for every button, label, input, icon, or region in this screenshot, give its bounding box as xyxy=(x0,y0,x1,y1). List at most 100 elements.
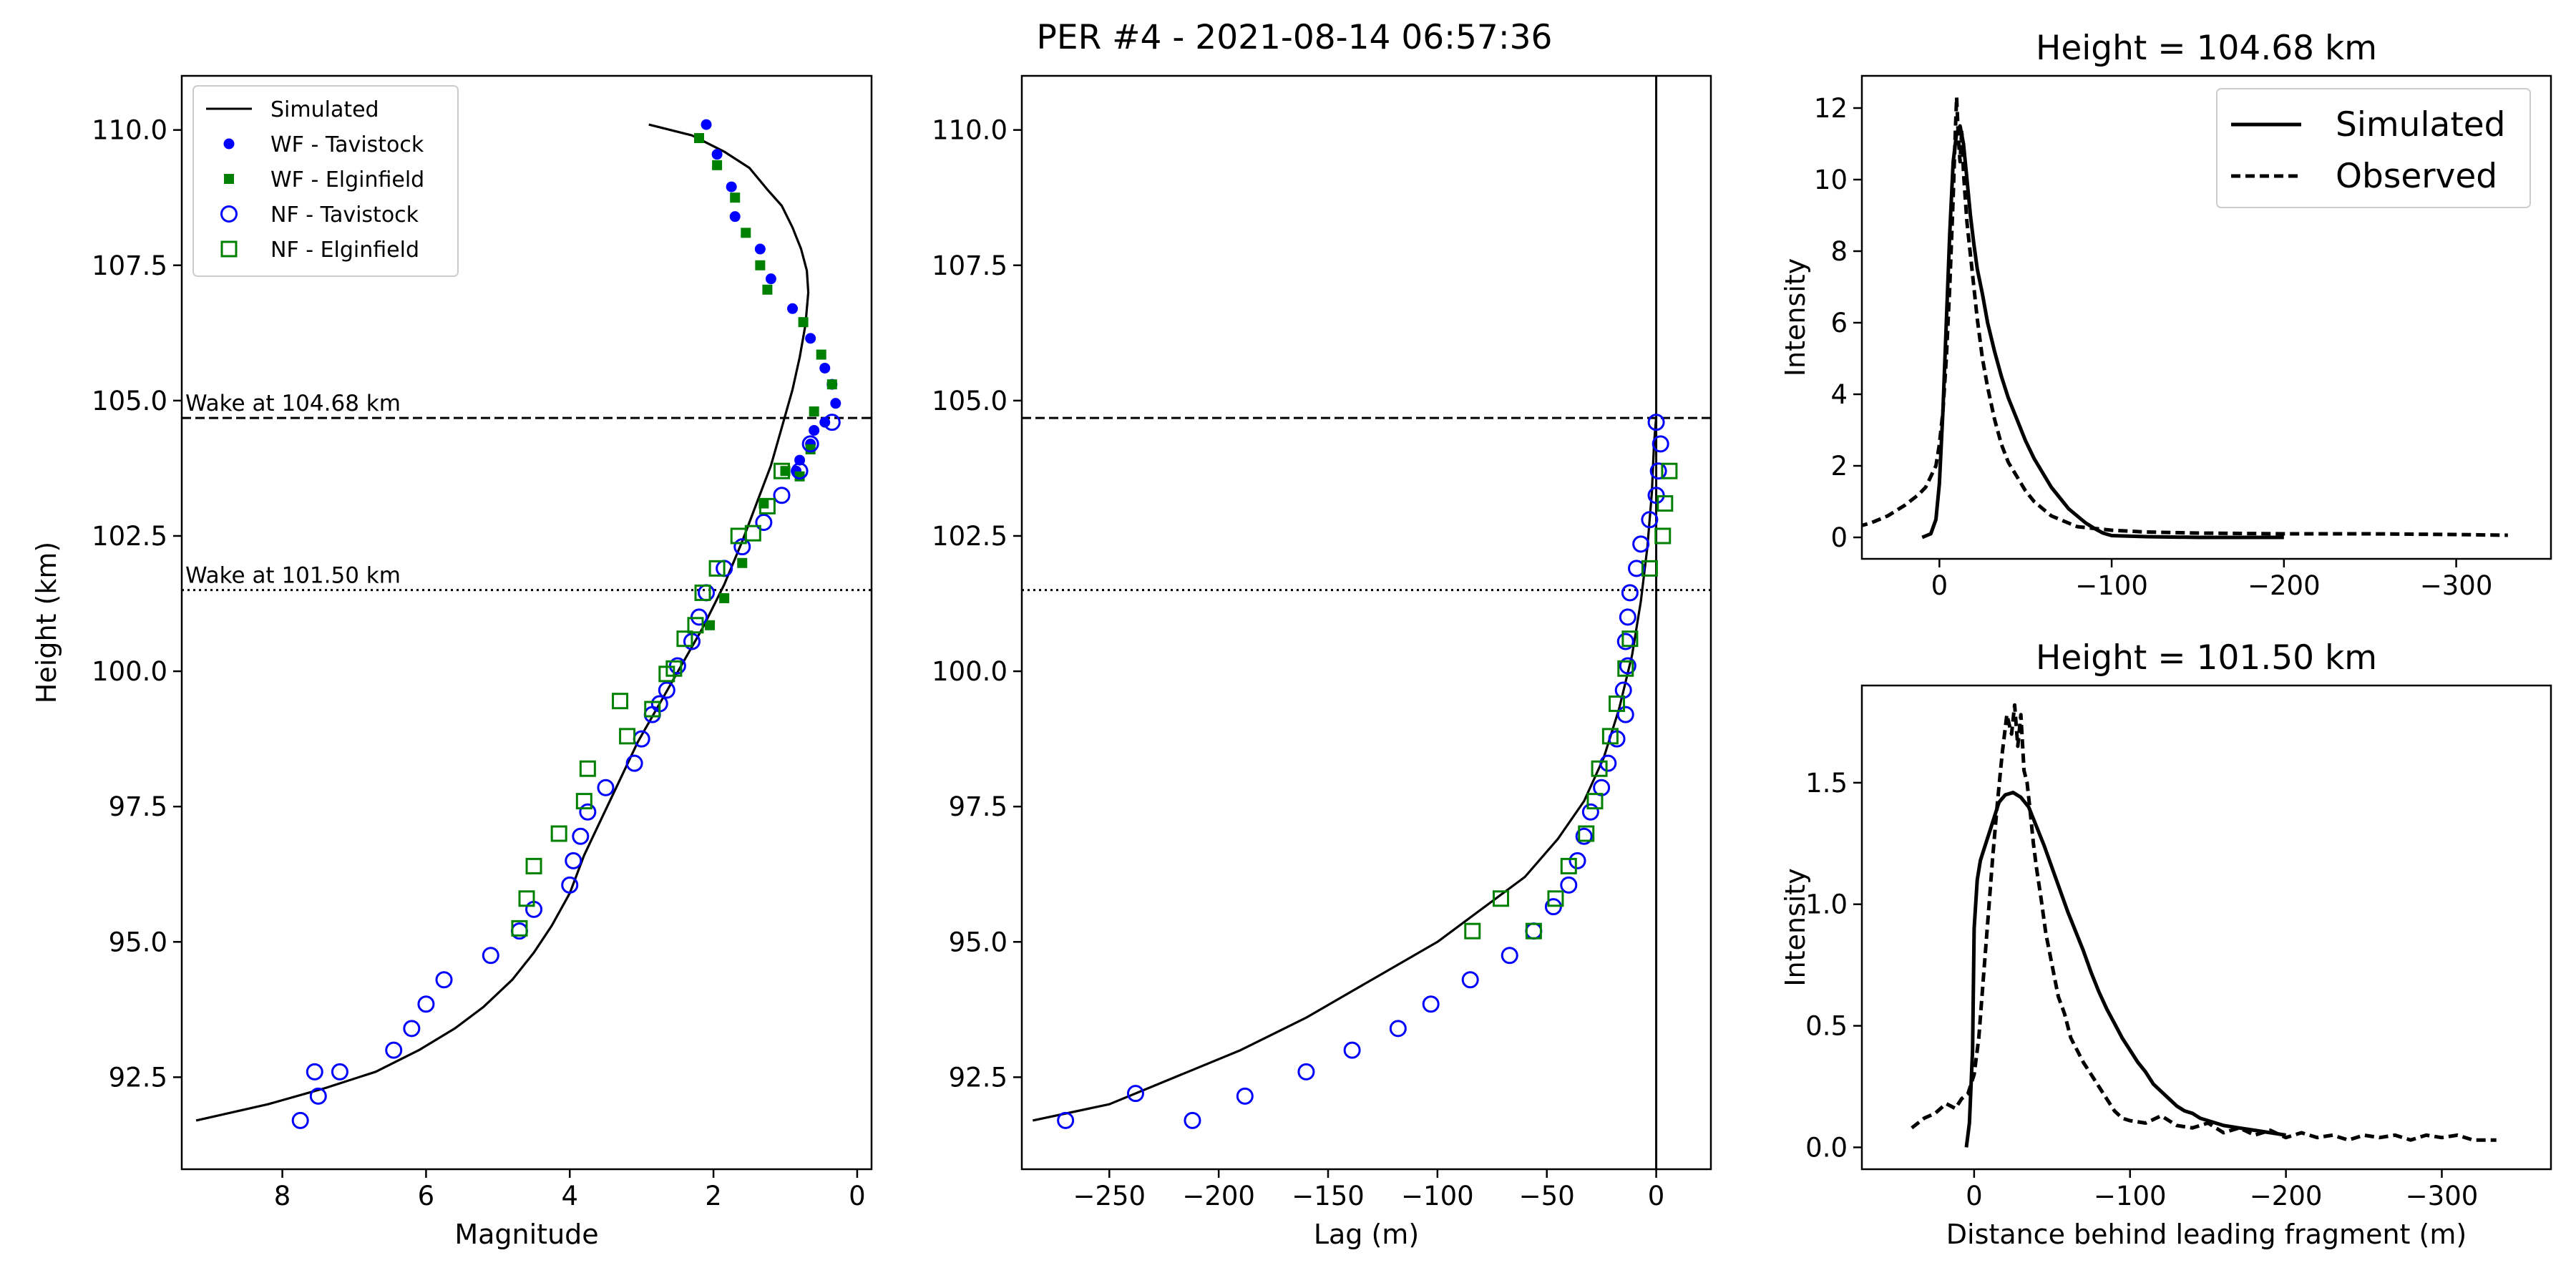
y-tick-label: 107.5 xyxy=(932,250,1008,281)
series-nf-tavistock-point xyxy=(1461,971,1479,989)
legend-label: WF - Tavistock xyxy=(270,132,424,157)
series-wf-elginfield-point xyxy=(826,379,837,390)
x-tick-label: −200 xyxy=(1182,1181,1255,1211)
legend-label: NF - Tavistock xyxy=(270,203,419,228)
y-tick-label: 102.5 xyxy=(92,521,167,552)
series-nf-elginfield-point xyxy=(1654,527,1672,545)
series-wf-elginfield-point xyxy=(694,132,704,143)
x-tick-label: −100 xyxy=(1401,1181,1474,1211)
series-nf-elginfield-point xyxy=(1609,695,1626,712)
x-tick-label: 2 xyxy=(705,1181,722,1211)
series-nf-tavistock-point xyxy=(773,487,791,504)
x-axis-label: Magnitude xyxy=(454,1219,598,1250)
series-nf-tavistock-point xyxy=(1389,1020,1407,1038)
y-axis-label: Intensity xyxy=(1780,258,1811,376)
x-tick-label: −200 xyxy=(2250,1181,2323,1211)
y-tick-label: 97.5 xyxy=(109,791,167,822)
series-simulated-line xyxy=(1964,791,2286,1148)
series-nf-elginfield-point xyxy=(730,527,747,545)
series-nf-tavistock-point xyxy=(1628,560,1646,577)
series-nf-tavistock-point xyxy=(579,803,597,821)
series-nf-tavistock-point xyxy=(597,779,615,796)
axes-frame xyxy=(1020,74,1712,1171)
series-nf-elginfield-point xyxy=(676,630,693,648)
legend-swatch-marker xyxy=(224,174,234,184)
series-nf-elginfield-point xyxy=(1464,922,1481,940)
series-wf-elginfield-point xyxy=(798,317,809,328)
series-nf-tavistock-point xyxy=(1184,1111,1201,1129)
y-tick-label: 1.5 xyxy=(1805,768,1848,799)
series-wf-tavistock-point xyxy=(729,211,741,223)
x-tick-label: −100 xyxy=(2075,570,2148,601)
series-nf-elginfield-point xyxy=(1560,857,1577,874)
series-nf-elginfield-point xyxy=(612,693,629,710)
series-nf-elginfield-points xyxy=(511,462,790,937)
y-tick-label: 100.0 xyxy=(932,656,1008,687)
series-nf-tavistock-point xyxy=(385,1041,403,1059)
legend-label: Simulated xyxy=(2336,105,2506,145)
series-simulated-line xyxy=(1921,124,2284,540)
y-tick-label: 0 xyxy=(1830,522,1848,553)
series-wf-tavistock-point xyxy=(711,149,723,160)
legend-swatch-marker xyxy=(223,138,235,150)
series-nf-tavistock-point xyxy=(733,538,751,556)
series-nf-tavistock-point xyxy=(1599,754,1617,772)
y-tick-label: 97.5 xyxy=(949,791,1008,822)
y-tick-label: 0.0 xyxy=(1805,1132,1848,1163)
series-nf-elginfield-point xyxy=(1657,495,1674,512)
legend: Simulated WF - Tavistock WF - Elginfield NF… xyxy=(192,85,459,277)
y-tick-label: 4 xyxy=(1830,379,1848,410)
panel-wake_upper: 0 −100 −200 −300 0 2 4 6 8 10 12 Intensity Height = … xyxy=(1780,29,2552,601)
series-nf-tavistock-point xyxy=(1619,608,1636,626)
series-nf-tavistock-point xyxy=(291,1111,309,1129)
legend: Simulated Observed xyxy=(2216,88,2531,208)
series-nf-elginfield-point xyxy=(1621,630,1639,648)
series-nf-tavistock-point xyxy=(565,852,582,869)
y-tick-label: 8 xyxy=(1830,236,1848,267)
legend-swatch-marker xyxy=(220,240,238,258)
series-nf-tavistock-point xyxy=(625,754,643,772)
x-tick-label: −200 xyxy=(2248,570,2321,601)
y-tick-label: 107.5 xyxy=(92,250,167,281)
x-tick-label: 0 xyxy=(1966,1181,1983,1211)
series-nf-tavistock-point xyxy=(1649,462,1667,480)
x-tick-label: −250 xyxy=(1073,1181,1146,1211)
y-axis-label: Intensity xyxy=(1780,868,1811,986)
series-nf-tavistock-point xyxy=(1619,657,1636,675)
series-nf-elginfield-point xyxy=(1578,825,1595,842)
series-nf-elginfield-point xyxy=(525,857,542,874)
x-tick-label: −150 xyxy=(1292,1181,1365,1211)
series-nf-tavistock-point xyxy=(1422,995,1440,1013)
series-nf-tavistock-point xyxy=(1616,706,1634,723)
y-tick-label: 92.5 xyxy=(949,1062,1008,1093)
series-nf-elginfield-point xyxy=(518,890,535,907)
legend-swatch-marker xyxy=(220,205,238,223)
series-nf-tavistock-point xyxy=(791,462,809,480)
x-tick-label: 8 xyxy=(274,1181,291,1211)
series-nf-tavistock-point xyxy=(1632,535,1650,553)
series-nf-tavistock-point xyxy=(1641,511,1659,529)
legend-label: Simulated xyxy=(270,97,379,122)
y-tick-label: 95.0 xyxy=(109,927,167,957)
series-wf-tavistock-point xyxy=(701,119,712,130)
plot-area-lag xyxy=(1022,76,1711,1169)
series-nf-tavistock-point xyxy=(1647,414,1665,431)
legend-label: NF - Elginfield xyxy=(270,238,419,263)
wake-line-label-1: Wake at 104.68 km xyxy=(185,391,401,416)
series-wf-tavistock-point xyxy=(809,424,820,436)
series-nf-tavistock-point xyxy=(1621,584,1639,602)
series-wf-elginfield-point xyxy=(737,557,748,568)
panel-magnitude: Wake at 104.68 km Wake at 101.50 km 8 6 4 2 0 9… xyxy=(31,74,873,1250)
series-nf-tavistock-point xyxy=(1297,1063,1315,1080)
series-nf-tavistock-point xyxy=(417,995,435,1013)
x-axis-label: Lag (m) xyxy=(1314,1219,1419,1250)
x-tick-label: −300 xyxy=(2406,1181,2479,1211)
series-wf-tavistock-point xyxy=(787,303,799,314)
series-nf-tavistock-point xyxy=(403,1020,421,1038)
wake-line-label-2: Wake at 101.50 km xyxy=(185,563,401,589)
series-wf-elginfield-point xyxy=(705,620,716,630)
series-nf-tavistock-point xyxy=(1126,1085,1144,1103)
axes-frame xyxy=(1860,684,2552,1171)
series-nf-elginfield-point xyxy=(550,825,567,842)
series-nf-elginfield-point xyxy=(658,665,675,683)
